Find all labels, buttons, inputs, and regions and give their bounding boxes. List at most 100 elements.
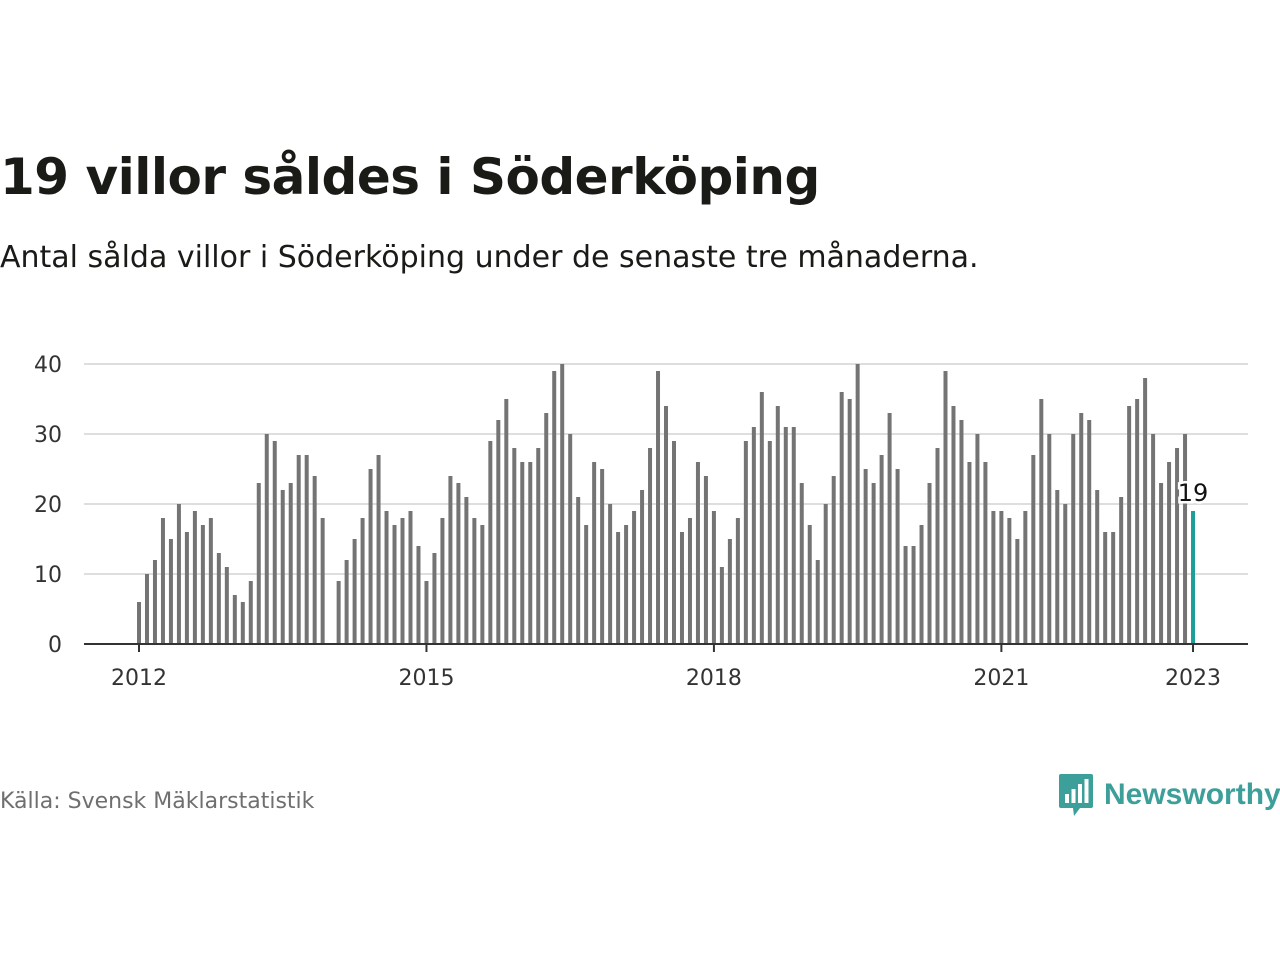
bar bbox=[528, 462, 533, 644]
bar bbox=[368, 469, 373, 644]
bar bbox=[137, 602, 141, 644]
bar bbox=[448, 476, 453, 644]
newsworthy-logo: Newsworthy bbox=[1058, 772, 1280, 818]
bar bbox=[831, 476, 836, 644]
bar bbox=[1103, 532, 1108, 644]
bar bbox=[1095, 490, 1100, 644]
bar bbox=[1031, 455, 1036, 644]
brand-name: Newsworthy bbox=[1104, 778, 1280, 811]
bar bbox=[336, 581, 341, 644]
bar bbox=[656, 371, 661, 644]
bar bbox=[1039, 399, 1044, 644]
bar bbox=[568, 434, 573, 644]
bar bbox=[264, 434, 269, 644]
bar bbox=[440, 518, 445, 644]
bar bbox=[751, 427, 756, 644]
y-tick-label: 40 bbox=[34, 353, 62, 378]
bar bbox=[1159, 483, 1164, 644]
x-tick-label: 2012 bbox=[111, 666, 167, 691]
bar bbox=[400, 518, 405, 644]
bar bbox=[296, 455, 301, 644]
bar bbox=[703, 476, 708, 644]
bar bbox=[983, 462, 988, 644]
bar bbox=[424, 581, 429, 644]
bar bbox=[144, 574, 149, 644]
bar bbox=[791, 427, 796, 644]
chart-title: 19 villor såldes i Söderköping bbox=[0, 148, 820, 206]
bar bbox=[456, 483, 461, 644]
bar bbox=[1063, 504, 1068, 644]
y-tick-label: 10 bbox=[34, 563, 62, 588]
bar-chart: 0 10 20 30 40 2012 2015 2018 2021 2023 19 bbox=[34, 353, 1248, 691]
bar bbox=[1175, 448, 1180, 644]
bar bbox=[360, 518, 365, 644]
bar bbox=[472, 518, 477, 644]
bar bbox=[624, 525, 629, 644]
bar bbox=[863, 469, 868, 644]
bar bbox=[664, 406, 669, 644]
source-note: Källa: Svensk Mäklarstatistik bbox=[0, 789, 315, 814]
bar bbox=[967, 462, 972, 644]
y-tick-label: 30 bbox=[34, 423, 62, 448]
bar bbox=[160, 518, 165, 644]
bar bbox=[200, 525, 205, 644]
bar bbox=[1071, 434, 1076, 644]
bar bbox=[168, 539, 173, 644]
bar bbox=[584, 525, 589, 644]
bar bbox=[344, 560, 349, 644]
bar bbox=[208, 518, 213, 644]
bar bbox=[679, 532, 684, 644]
bar bbox=[839, 392, 844, 644]
bar bbox=[376, 455, 381, 644]
bar bbox=[727, 539, 732, 644]
bar bbox=[352, 539, 357, 644]
bar bbox=[512, 448, 517, 644]
bar bbox=[1087, 420, 1092, 644]
bar bbox=[695, 462, 700, 644]
bar bbox=[224, 567, 229, 644]
y-tick-label: 0 bbox=[48, 633, 62, 658]
bar bbox=[975, 434, 980, 644]
bar bbox=[520, 462, 525, 644]
bar bbox=[1135, 399, 1140, 644]
bar bbox=[799, 483, 804, 644]
bar bbox=[608, 504, 613, 644]
bar bbox=[176, 504, 181, 644]
bar bbox=[552, 371, 557, 644]
bar bbox=[256, 483, 261, 644]
bar bbox=[815, 560, 820, 644]
bar bbox=[847, 399, 852, 644]
bar bbox=[1183, 434, 1188, 644]
bar bbox=[895, 469, 900, 644]
bar bbox=[1007, 518, 1012, 644]
bar bbox=[616, 532, 621, 644]
bar bbox=[759, 392, 764, 644]
bar bbox=[488, 441, 493, 644]
bar bbox=[648, 448, 653, 644]
bar bbox=[416, 546, 421, 644]
bar bbox=[640, 490, 645, 644]
bar bbox=[911, 546, 916, 644]
bar bbox=[775, 406, 780, 644]
bar bbox=[855, 364, 860, 644]
x-tick-label: 2021 bbox=[973, 666, 1029, 691]
bar bbox=[464, 497, 469, 644]
bar bbox=[384, 511, 389, 644]
bar bbox=[312, 476, 317, 644]
newsworthy-chart-icon bbox=[1059, 774, 1093, 816]
bar bbox=[711, 511, 716, 644]
bar bbox=[1079, 413, 1084, 644]
bar bbox=[304, 455, 309, 644]
bar bbox=[1015, 539, 1020, 644]
bar bbox=[823, 504, 828, 644]
bar bbox=[216, 553, 221, 644]
bar bbox=[672, 441, 676, 644]
bar bbox=[1055, 490, 1060, 644]
bar bbox=[280, 490, 285, 644]
y-tick-label: 20 bbox=[34, 493, 62, 518]
bar bbox=[1167, 462, 1172, 644]
bar bbox=[592, 462, 597, 644]
bar bbox=[232, 595, 237, 644]
bar bbox=[192, 511, 197, 644]
bar bbox=[959, 420, 964, 644]
